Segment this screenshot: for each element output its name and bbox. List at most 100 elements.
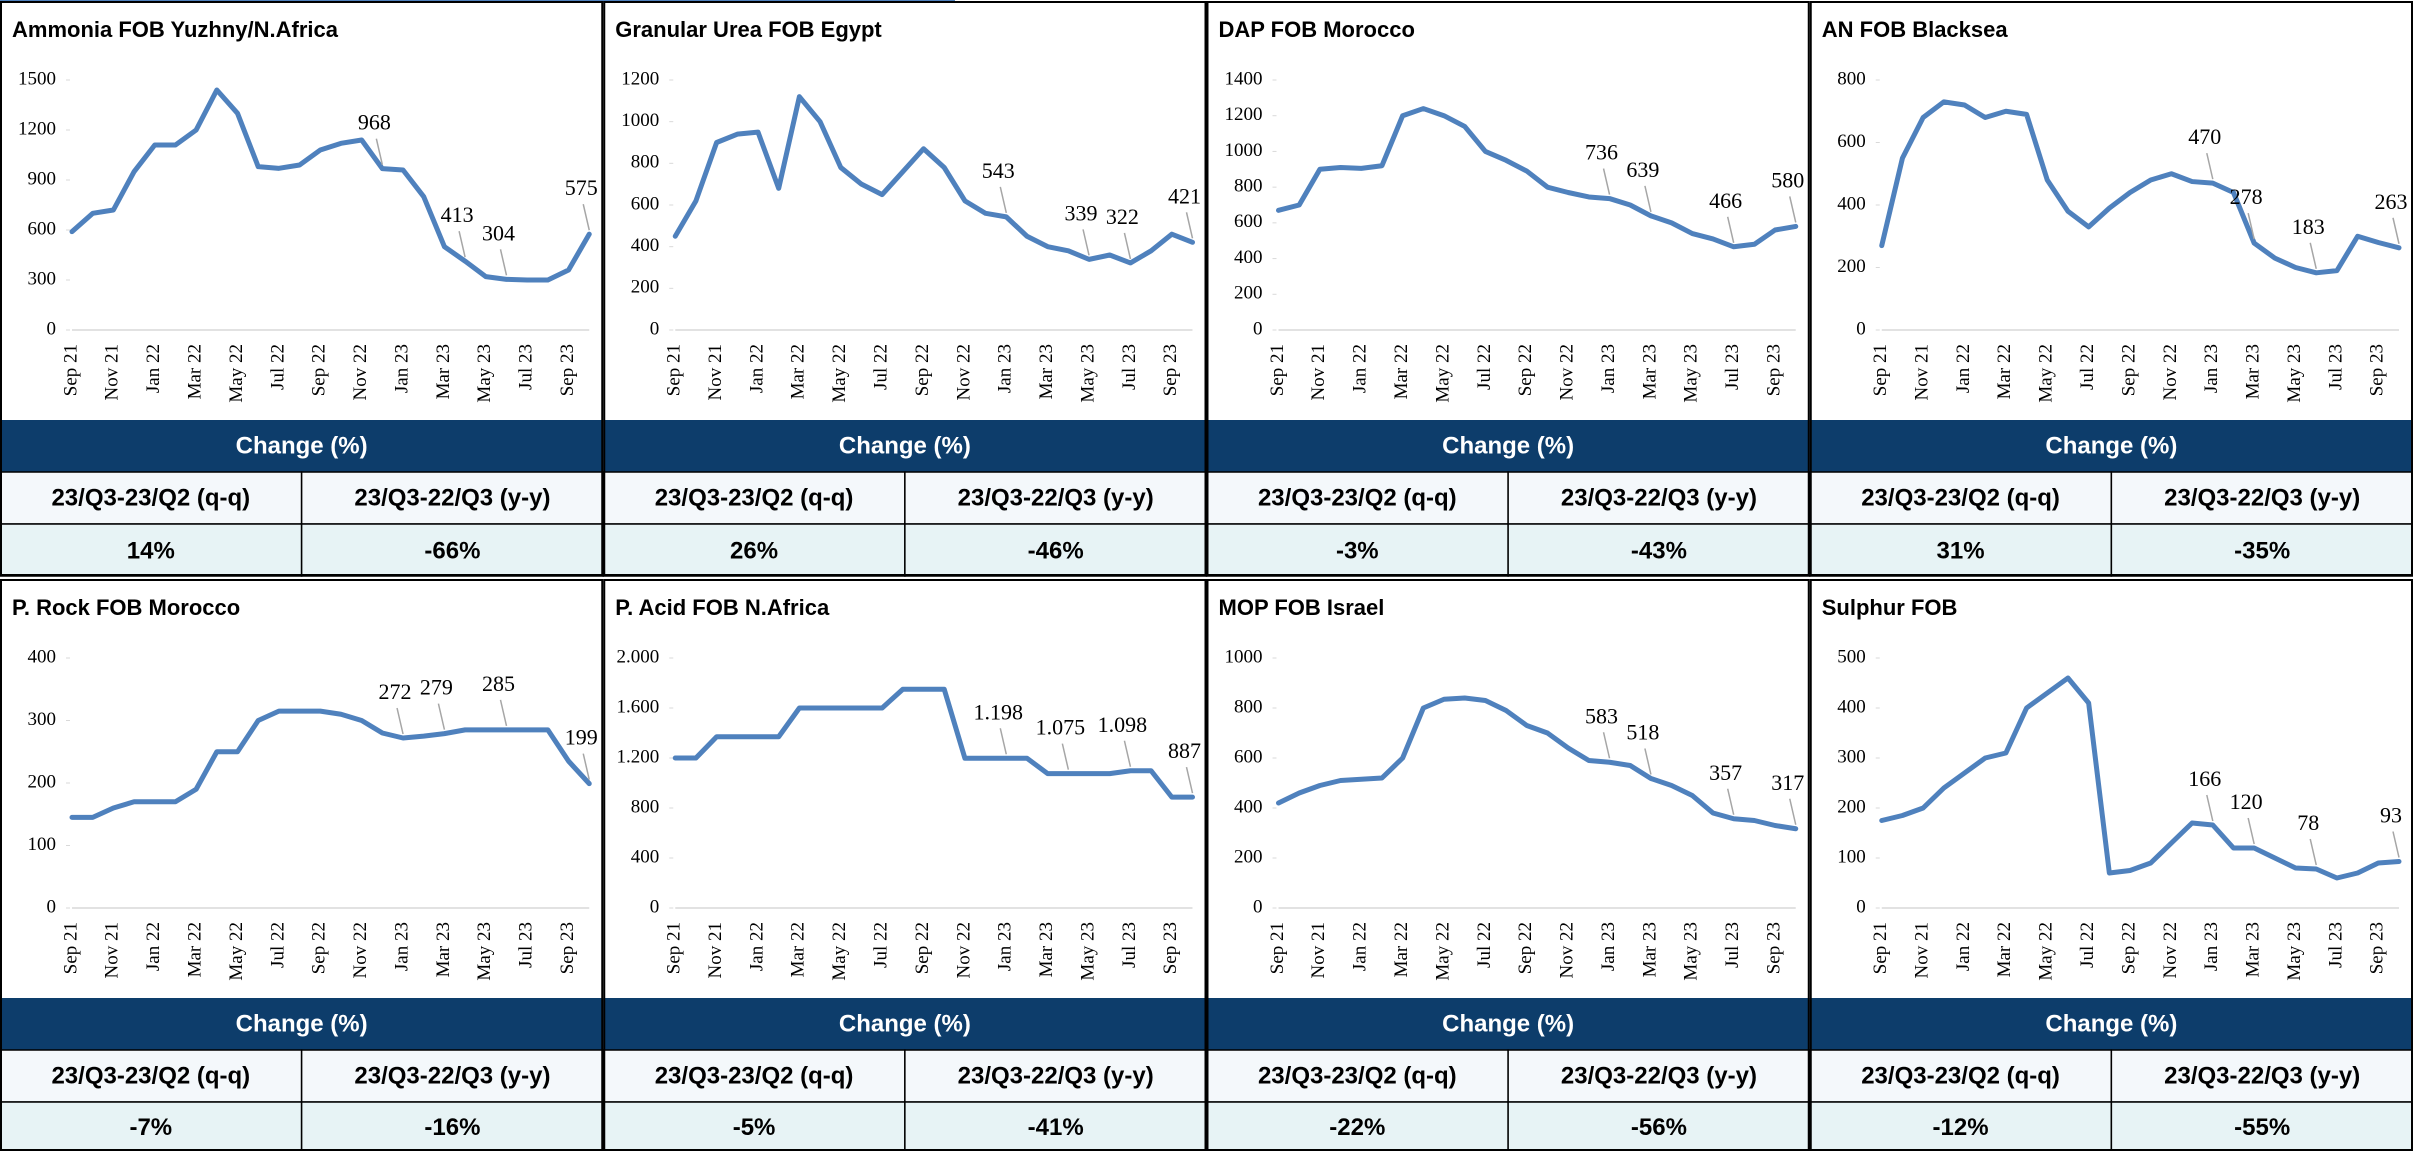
data-label: 968 <box>358 110 391 135</box>
y-tick-label: 600 <box>1234 746 1263 767</box>
x-tick-label: Mar 22 <box>1391 344 1412 399</box>
x-tick-label: Sep 23 <box>557 344 578 396</box>
panel-border <box>1809 1 2413 576</box>
x-tick-label: Sep 22 <box>309 344 330 396</box>
chart-title: Ammonia FOB Yuzhny/N.Africa <box>12 17 339 42</box>
column-header: 23/Q3-22/Q3 (y-y) <box>354 484 550 511</box>
table-header-bg <box>603 420 1207 472</box>
y-tick-label: 200 <box>1837 256 1866 277</box>
data-label: 421 <box>1168 183 1201 208</box>
panel-border <box>0 1 604 576</box>
x-tick-label: Jan 23 <box>391 344 412 393</box>
leader-line <box>999 728 1008 755</box>
data-label: 639 <box>1626 157 1659 182</box>
y-tick-label: 200 <box>28 771 57 792</box>
change-value: -3% <box>1336 537 1379 564</box>
x-tick-label: May 23 <box>1077 344 1098 403</box>
y-tick-label: 600 <box>1234 211 1263 232</box>
x-tick-label: May 23 <box>2284 344 2305 403</box>
y-tick-label: 300 <box>28 709 57 730</box>
column-header: 23/Q3-22/Q3 (y-y) <box>958 1062 1154 1089</box>
x-tick-label: Sep 23 <box>2367 922 2388 974</box>
column-header: 23/Q3-23/Q2 (q-q) <box>51 1062 250 1089</box>
x-tick-label: Jan 23 <box>995 922 1016 971</box>
x-tick-label: Jan 22 <box>746 922 767 971</box>
data-label: 263 <box>2375 189 2408 214</box>
data-label: 1.098 <box>1098 712 1148 737</box>
data-label: 285 <box>482 671 515 696</box>
leader-line <box>1123 232 1132 260</box>
x-tick-label: Jan 23 <box>2201 922 2222 971</box>
y-tick-label: 200 <box>1234 283 1263 304</box>
y-tick-label: 900 <box>28 168 57 189</box>
table-header: Change (%) <box>2045 432 2177 459</box>
data-label: 120 <box>2230 789 2263 814</box>
y-tick-label: 800 <box>631 796 660 817</box>
x-tick-label: May 23 <box>1681 922 1702 981</box>
x-tick-label: Nov 21 <box>102 922 123 978</box>
y-tick-label: 1200 <box>18 118 56 139</box>
data-label: 466 <box>1709 188 1742 213</box>
price-line <box>672 94 1195 266</box>
y-tick-label: 0 <box>47 896 57 917</box>
y-tick-label: 1.600 <box>617 696 660 717</box>
y-tick-label: 500 <box>1837 646 1866 667</box>
leader-line <box>1789 798 1797 825</box>
column-header: 23/Q3-23/Q2 (q-q) <box>655 1062 854 1089</box>
x-tick-label: May 22 <box>1432 344 1453 403</box>
table-header-bg <box>603 998 1207 1050</box>
leader-line <box>1726 216 1735 243</box>
data-label: 575 <box>565 175 598 200</box>
x-tick-label: Jan 22 <box>1953 344 1974 393</box>
x-tick-label: Mar 23 <box>1036 922 1057 977</box>
change-cell-bg <box>300 523 604 577</box>
x-tick-label: Sep 21 <box>1267 344 1288 396</box>
x-tick-label: Nov 22 <box>2160 344 2181 400</box>
x-tick-label: Sep 22 <box>912 922 933 974</box>
change-value: -46% <box>1028 537 1084 564</box>
column-header-bg <box>2110 1049 2413 1103</box>
leader-line <box>1185 766 1194 794</box>
chart-title: P. Rock FOB Morocco <box>12 595 240 620</box>
data-label: 304 <box>482 220 515 245</box>
x-tick-label: May 22 <box>1432 922 1453 981</box>
data-label: 413 <box>441 202 474 227</box>
data-label: 317 <box>1771 770 1804 795</box>
y-tick-label: 1500 <box>18 68 56 89</box>
change-value: -56% <box>1631 1114 1687 1141</box>
table-header: Change (%) <box>1442 432 1574 459</box>
x-tick-label: Sep 22 <box>309 922 330 974</box>
y-tick-label: 400 <box>1234 247 1263 268</box>
x-tick-label: Sep 22 <box>1515 344 1536 396</box>
table-header: Change (%) <box>2045 1010 2177 1037</box>
table-header: Change (%) <box>839 1010 971 1037</box>
y-tick-label: 800 <box>631 152 660 173</box>
y-tick-label: 800 <box>1234 696 1263 717</box>
x-tick-label: Jul 22 <box>267 922 288 968</box>
column-header: 23/Q3-23/Q2 (q-q) <box>1258 1062 1457 1089</box>
x-tick-label: Jul 23 <box>516 344 537 390</box>
x-tick-label: Jul 22 <box>871 922 892 968</box>
column-header-bg <box>602 471 906 525</box>
change-cell-bg <box>0 523 303 577</box>
x-tick-label: Jan 22 <box>143 344 164 393</box>
x-tick-label: Sep 23 <box>1160 922 1181 974</box>
x-tick-label: Jan 23 <box>391 922 412 971</box>
y-tick-label: 400 <box>28 646 57 667</box>
y-tick-label: 300 <box>28 268 57 289</box>
leader-line <box>2247 817 2255 845</box>
panel-border <box>0 579 604 1151</box>
x-tick-label: Jan 23 <box>2201 344 2222 393</box>
x-tick-label: Mar 22 <box>184 922 205 977</box>
table-header-bg <box>1206 998 1810 1050</box>
column-header: 23/Q3-23/Q2 (q-q) <box>1861 1062 2060 1089</box>
leader-line <box>1789 196 1797 223</box>
x-tick-label: Mar 23 <box>1639 922 1660 977</box>
y-tick-label: 1200 <box>621 68 659 89</box>
leader-line <box>1602 732 1611 759</box>
x-tick-label: Nov 21 <box>1308 922 1329 978</box>
x-tick-label: Jul 22 <box>1474 922 1495 968</box>
column-header-bg <box>0 471 303 525</box>
x-tick-label: Nov 21 <box>1308 344 1329 400</box>
change-value: -55% <box>2234 1114 2290 1141</box>
